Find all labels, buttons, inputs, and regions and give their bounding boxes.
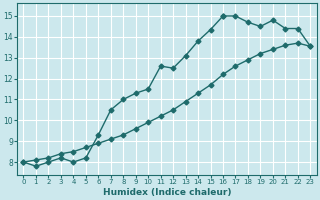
X-axis label: Humidex (Indice chaleur): Humidex (Indice chaleur) — [103, 188, 231, 197]
